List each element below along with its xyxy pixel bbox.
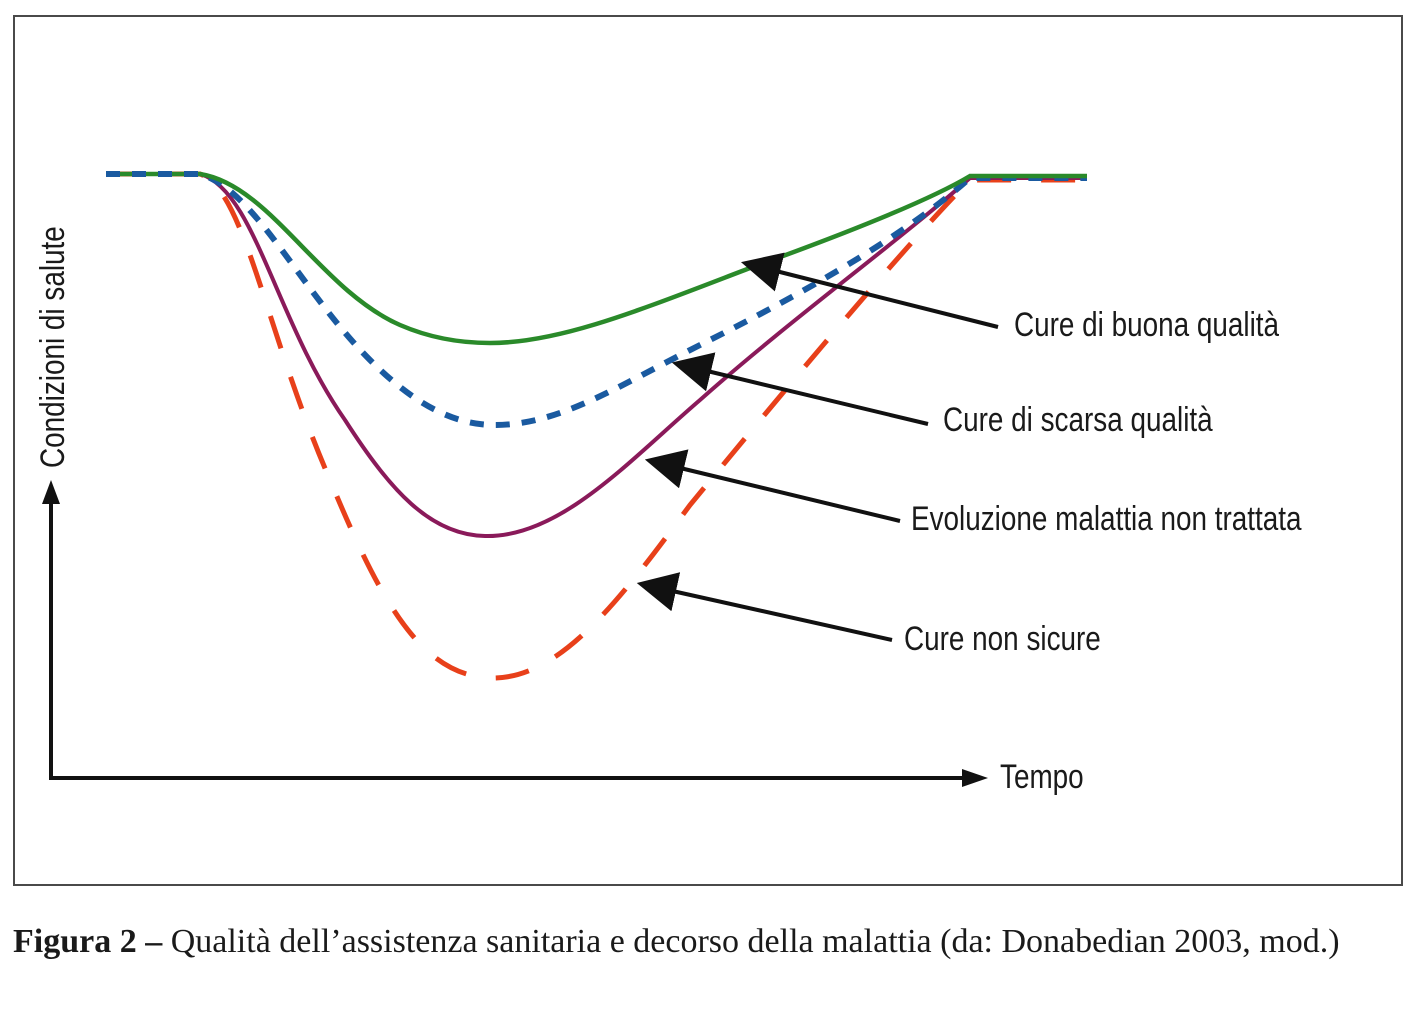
callout-arrows: [636, 252, 999, 642]
label-unsafe-care: Cure non sicure: [904, 620, 1101, 658]
x-axis-arrowhead-icon: [962, 769, 988, 787]
caption-text: Qualità dell’assistenza sanitaria e deco…: [162, 923, 1340, 960]
y-axis-label: Condizioni di salute: [34, 226, 72, 468]
axes: [42, 480, 988, 787]
arrow-good-quality-icon: [740, 252, 999, 329]
arrow-untreated-icon: [644, 449, 901, 523]
curve-poor-quality-care: [106, 171, 1087, 429]
figure-frame: [13, 15, 1403, 886]
curve-good-quality-care: [106, 171, 1087, 346]
figure-caption: Figura 2 – Qualità dell’assistenza sanit…: [13, 920, 1408, 964]
chart-plot: [42, 171, 1087, 787]
curve-unsafe-care: [106, 171, 1087, 681]
label-good-quality-care: Cure di buona qualità: [1014, 306, 1280, 344]
curve-untreated-disease: [106, 172, 1087, 539]
x-axis-label: Tempo: [1000, 758, 1084, 796]
arrow-unsafe-icon: [636, 572, 893, 642]
y-axis-arrowhead-icon: [42, 480, 60, 504]
label-poor-quality-care: Cure di scarsa qualità: [943, 401, 1213, 439]
caption-figure-number: Figura 2 –: [13, 923, 163, 960]
label-untreated-disease: Evoluzione malattia non trattata: [911, 500, 1302, 538]
arrow-poor-quality-icon: [671, 352, 929, 426]
